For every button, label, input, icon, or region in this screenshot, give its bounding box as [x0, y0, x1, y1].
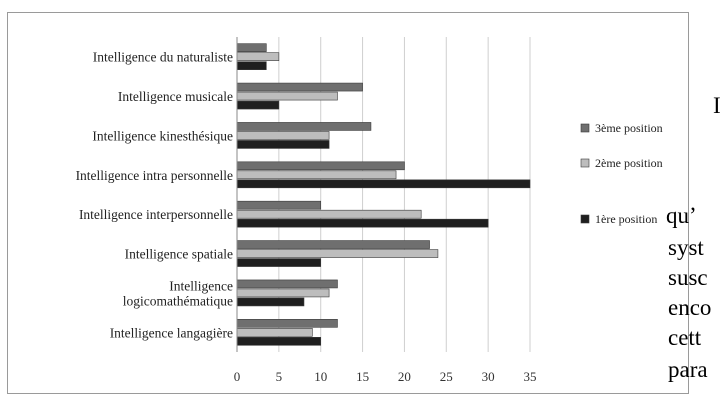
bar: [236, 82, 363, 92]
bar: [236, 337, 322, 346]
category-label: Intelligence: [169, 278, 233, 293]
x-tick-label: 20: [398, 369, 411, 384]
background-text-fragment: qu’: [666, 203, 697, 228]
bar: [236, 258, 322, 267]
bar: [236, 209, 422, 219]
category-label: logicomathématique: [123, 293, 233, 308]
legend-label: 1ère position: [595, 212, 657, 226]
bar: [236, 161, 405, 171]
category-label: Intelligence spatiale: [125, 247, 233, 262]
x-tick-label: 35: [524, 369, 537, 384]
bar: [236, 43, 267, 52]
bar: [236, 319, 338, 328]
legend-swatch: [580, 158, 590, 168]
category-labels: Intelligence du naturaliste Intelligence …: [76, 50, 233, 341]
category-label: Intelligence langagière: [110, 325, 233, 340]
bars: [236, 43, 531, 346]
bar: [236, 170, 397, 180]
bar: [236, 61, 267, 70]
bar: [236, 218, 489, 228]
category-label: Intelligence kinesthésique: [92, 128, 233, 143]
x-tick-label: 5: [276, 369, 283, 384]
background-text-fragment: I: [713, 93, 721, 118]
legend-swatch: [580, 123, 590, 133]
background-text-fragment: susc: [668, 265, 708, 290]
background-text-fragment: para: [668, 357, 708, 382]
legend: 3ème position 2ème position 1ère position: [580, 121, 663, 226]
background-text-fragment: syst: [668, 235, 704, 260]
x-tick-label: 0: [234, 369, 241, 384]
bar: [236, 249, 439, 258]
bar: [236, 240, 430, 249]
bar: [236, 122, 372, 131]
category-label: Intelligence musicale: [118, 89, 233, 104]
bar: [236, 279, 338, 289]
background-text-fragment: enco: [668, 295, 712, 320]
category-label: Intelligence intra personnelle: [76, 168, 233, 183]
legend-label: 2ème position: [595, 156, 663, 170]
bar: [236, 288, 330, 298]
category-label: Intelligence interpersonnelle: [79, 207, 233, 222]
category-label: Intelligence du naturaliste: [93, 50, 233, 65]
x-tick-label: 25: [440, 369, 453, 384]
bar: [236, 179, 531, 189]
bar: [236, 140, 330, 149]
x-tick-labels: 0 5 10 15 20 25 30 35: [234, 369, 537, 384]
bar: [236, 52, 280, 61]
legend-swatch: [580, 214, 590, 224]
background-text-fragment: cett: [668, 325, 702, 350]
x-tick-label: 10: [314, 369, 327, 384]
legend-label: 3ème position: [595, 121, 663, 135]
x-tick-label: 15: [356, 369, 369, 384]
bar: [236, 100, 280, 110]
bar: [236, 200, 322, 210]
x-tick-label: 30: [482, 369, 495, 384]
bar: [236, 131, 330, 140]
bar: [236, 297, 305, 307]
bar: [236, 328, 313, 337]
bar: [236, 91, 338, 101]
